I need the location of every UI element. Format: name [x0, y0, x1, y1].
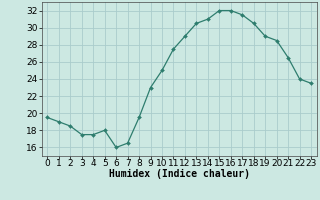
X-axis label: Humidex (Indice chaleur): Humidex (Indice chaleur)	[109, 169, 250, 179]
